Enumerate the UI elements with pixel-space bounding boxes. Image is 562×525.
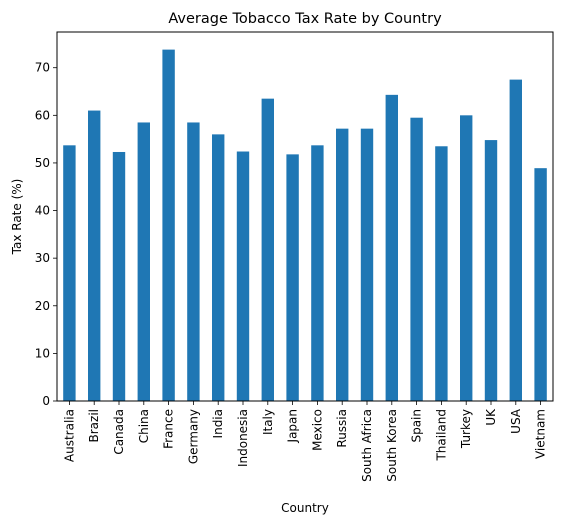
bar-mexico — [311, 145, 324, 401]
plot-frame — [56, 31, 554, 402]
x-tick-label: Russia — [335, 409, 349, 448]
y-tick-label: 30 — [35, 251, 50, 265]
y-axis-label: Tax Rate (%) — [10, 179, 24, 256]
x-tick-label: UK — [484, 408, 498, 426]
bar-uk — [484, 140, 498, 401]
bar-india — [212, 134, 225, 401]
x-tick-label: Vietnam — [534, 409, 548, 459]
x-tick-label: Thailand — [434, 409, 448, 462]
bar-usa — [509, 79, 522, 401]
x-tick-label: USA — [509, 408, 523, 434]
bar-france — [162, 49, 175, 402]
bar-brazil — [88, 110, 101, 402]
x-tick-label: Australia — [62, 409, 76, 462]
bar-russia — [336, 128, 349, 402]
x-axis-ticks: Australia Brazil Canada China France Germany I… — [62, 401, 548, 482]
bar-china — [137, 122, 150, 402]
chart-title: Average Tobacco Tax Rate by Country — [168, 11, 442, 27]
x-tick-label: China — [137, 409, 151, 443]
bar-thailand — [435, 146, 448, 401]
x-tick-label: India — [211, 409, 225, 438]
x-tick-label: Brazil — [87, 409, 101, 443]
bar-indonesia — [236, 151, 250, 401]
x-tick-label: Canada — [112, 409, 126, 455]
x-tick-label: Japan — [286, 409, 300, 443]
bar-australia — [63, 145, 76, 401]
bars-layer — [63, 49, 547, 402]
x-tick-label: Spain — [410, 409, 424, 443]
bar-south-korea — [385, 94, 398, 401]
x-tick-label: South Korea — [385, 409, 399, 482]
bar-spain — [410, 117, 423, 402]
bar-germany — [187, 122, 200, 402]
x-tick-label: Germany — [186, 409, 200, 464]
y-tick-label: 70 — [35, 61, 50, 75]
y-tick-label: 0 — [42, 394, 50, 408]
y-tick-label: 20 — [35, 299, 50, 313]
x-axis-label: Country — [281, 501, 329, 515]
x-tick-label: France — [162, 409, 176, 449]
y-tick-label: 60 — [35, 108, 50, 122]
bar-italy — [261, 98, 274, 401]
y-tick-label: 40 — [35, 204, 50, 218]
bar-japan — [286, 154, 299, 401]
y-axis-ticks: 0 10 20 30 40 50 60 70 — [35, 61, 57, 408]
bar-south-africa — [360, 128, 374, 402]
bar-vietnam — [534, 168, 547, 401]
bar-canada — [112, 151, 126, 401]
y-tick-label: 50 — [35, 156, 50, 170]
x-tick-label: Mexico — [310, 409, 324, 451]
y-tick-label: 10 — [35, 346, 50, 360]
x-tick-label: South Africa — [360, 409, 374, 482]
x-tick-label: Indonesia — [236, 409, 250, 467]
x-tick-label: Turkey — [459, 409, 473, 449]
x-tick-label: Italy — [261, 409, 275, 435]
bar-turkey — [460, 115, 473, 402]
